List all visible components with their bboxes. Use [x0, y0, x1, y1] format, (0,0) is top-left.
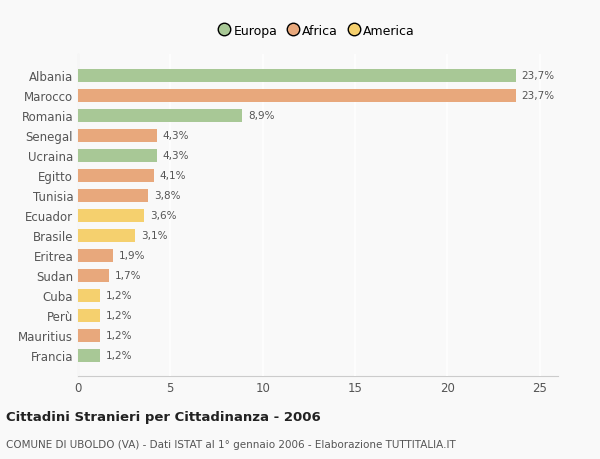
Text: 1,9%: 1,9%: [119, 251, 145, 261]
Bar: [78, 349, 100, 362]
Text: 1,2%: 1,2%: [106, 330, 132, 340]
Bar: [78, 249, 113, 262]
Text: 1,2%: 1,2%: [106, 310, 132, 320]
Text: 4,3%: 4,3%: [163, 151, 190, 161]
Text: 1,7%: 1,7%: [115, 270, 142, 280]
Text: 4,3%: 4,3%: [163, 131, 190, 141]
Text: 3,6%: 3,6%: [150, 211, 176, 221]
Text: 1,2%: 1,2%: [106, 291, 132, 301]
Bar: [78, 229, 135, 242]
Bar: [78, 150, 157, 162]
Bar: [78, 269, 109, 282]
Text: 4,1%: 4,1%: [159, 171, 186, 181]
Bar: [78, 169, 154, 182]
Bar: [78, 289, 100, 302]
Bar: [78, 209, 145, 222]
Bar: [78, 189, 148, 202]
Text: 3,1%: 3,1%: [141, 231, 167, 241]
Bar: [78, 70, 515, 83]
Text: Cittadini Stranieri per Cittadinanza - 2006: Cittadini Stranieri per Cittadinanza - 2…: [6, 410, 321, 423]
Bar: [78, 309, 100, 322]
Text: 8,9%: 8,9%: [248, 111, 274, 121]
Bar: [78, 329, 100, 342]
Text: 23,7%: 23,7%: [521, 91, 554, 101]
Text: 1,2%: 1,2%: [106, 350, 132, 360]
Text: 3,8%: 3,8%: [154, 191, 180, 201]
Bar: [78, 90, 515, 102]
Bar: [78, 129, 157, 142]
Text: COMUNE DI UBOLDO (VA) - Dati ISTAT al 1° gennaio 2006 - Elaborazione TUTTITALIA.: COMUNE DI UBOLDO (VA) - Dati ISTAT al 1°…: [6, 440, 456, 449]
Legend: Europa, Africa, America: Europa, Africa, America: [216, 20, 420, 43]
Text: 23,7%: 23,7%: [521, 71, 554, 81]
Bar: [78, 110, 242, 123]
